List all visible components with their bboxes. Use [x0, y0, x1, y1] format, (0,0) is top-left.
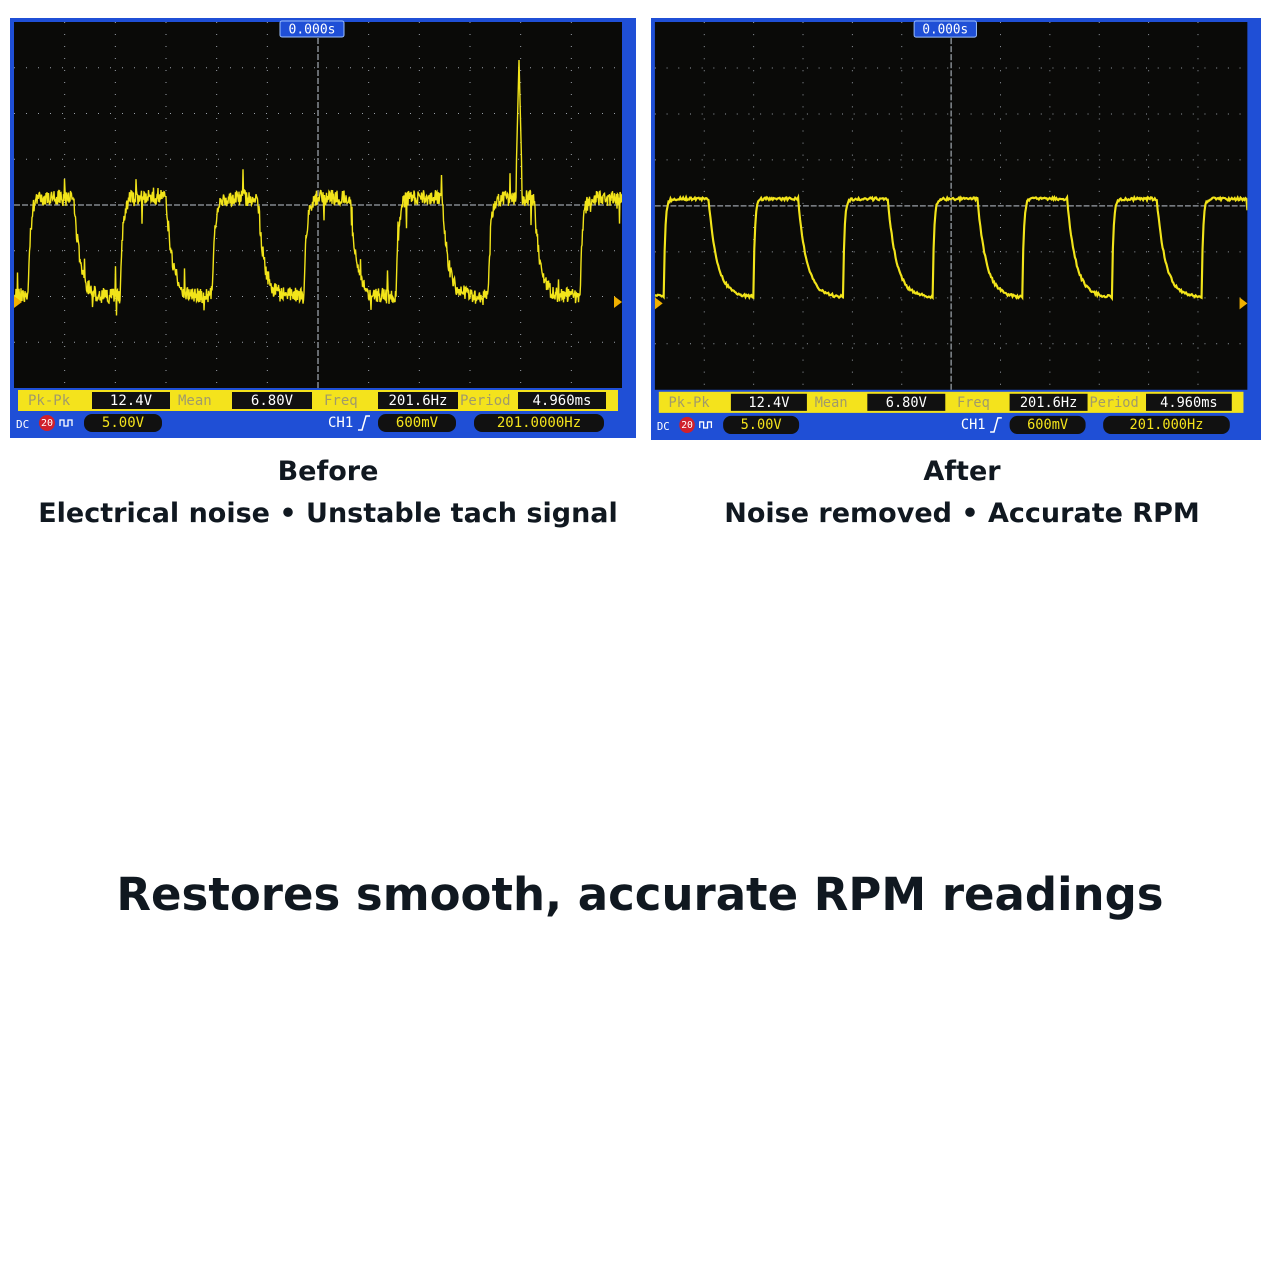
scope-before: 0.000s Pk-Pk 12.4V Mean 6.80V Freq 201.6Hz Peri… — [10, 18, 636, 438]
trigger-icon — [358, 415, 370, 431]
counter-box — [1103, 415, 1230, 434]
wave-icon — [699, 421, 713, 429]
caption-text: Electrical noise • Unstable tach signal — [38, 498, 618, 529]
trigger-level: 600mV — [396, 415, 439, 431]
time-box — [913, 20, 977, 38]
bandwidth: 20 — [41, 418, 53, 429]
measure-box — [518, 392, 606, 409]
measure-value: 12.4V — [110, 393, 153, 409]
trigger-level: 600mV — [1027, 417, 1068, 433]
measure-label: Period — [460, 393, 511, 409]
caption-title: After — [923, 456, 1001, 487]
measure-box — [867, 393, 946, 411]
headline: Restores smooth, accurate RPM readings — [116, 868, 1164, 921]
channel: CH1 — [961, 417, 986, 433]
channel-marker — [654, 297, 663, 310]
measure-label: Freq — [324, 393, 358, 409]
trigger-icon — [990, 417, 1002, 433]
scale-box — [723, 415, 800, 434]
measure-value: 201.6Hz — [1020, 395, 1077, 411]
measure-box — [92, 392, 170, 409]
time-label: 0.000s — [922, 22, 968, 37]
trigger-box — [378, 414, 456, 432]
scope-after: 0.000s Pk-Pk 12.4V Mean 6.80V Freq 201.6Hz Peri… — [651, 18, 1261, 440]
caption-title: Before — [277, 456, 379, 487]
bandwidth: 20 — [681, 420, 693, 431]
measure-value: 6.80V — [251, 393, 294, 409]
measure-value: 6.80V — [886, 395, 927, 411]
caption-after: After Noise removed • Accurate RPM — [642, 451, 1280, 535]
time-box — [279, 20, 345, 38]
measure-label: Pk-Pk — [669, 395, 711, 411]
measure-box — [378, 392, 458, 409]
waveform — [654, 193, 1248, 302]
counter: 201.0000Hz — [497, 415, 581, 431]
waveform — [14, 59, 622, 316]
measure-label: Mean — [815, 395, 848, 411]
trigger-box — [1009, 415, 1086, 434]
bw-icon — [679, 416, 695, 433]
measure-label: Mean — [178, 393, 212, 409]
time-label: 0.000s — [289, 23, 336, 38]
coupling: DC — [657, 420, 670, 433]
measure-label: Freq — [957, 395, 990, 411]
coupling: DC — [16, 418, 29, 431]
scale-box — [84, 414, 162, 432]
bw-icon — [39, 415, 55, 431]
scale: 5.00V — [102, 415, 145, 431]
measure-value: 4.960ms — [1160, 395, 1217, 411]
scale: 5.00V — [741, 417, 782, 433]
measure-value: 201.6Hz — [388, 393, 447, 409]
measure-label: Period — [1089, 395, 1138, 411]
trigger-marker — [1239, 297, 1248, 310]
counter: 201.000Hz — [1130, 417, 1204, 433]
measure-box — [232, 392, 312, 409]
measure-box — [1146, 393, 1232, 411]
measure-box — [730, 393, 807, 411]
measure-label: Pk-Pk — [28, 393, 71, 409]
caption-before: Before Electrical noise • Unstable tach … — [8, 451, 648, 535]
measure-box — [1009, 393, 1088, 411]
wave-icon — [59, 419, 73, 427]
channel-marker — [14, 296, 22, 308]
measure-value: 12.4V — [748, 395, 789, 411]
channel: CH1 — [328, 415, 353, 431]
counter-box — [474, 414, 604, 432]
caption-text: Noise removed • Accurate RPM — [724, 498, 1200, 529]
measure-value: 4.960ms — [532, 393, 591, 409]
trigger-marker — [614, 296, 622, 308]
